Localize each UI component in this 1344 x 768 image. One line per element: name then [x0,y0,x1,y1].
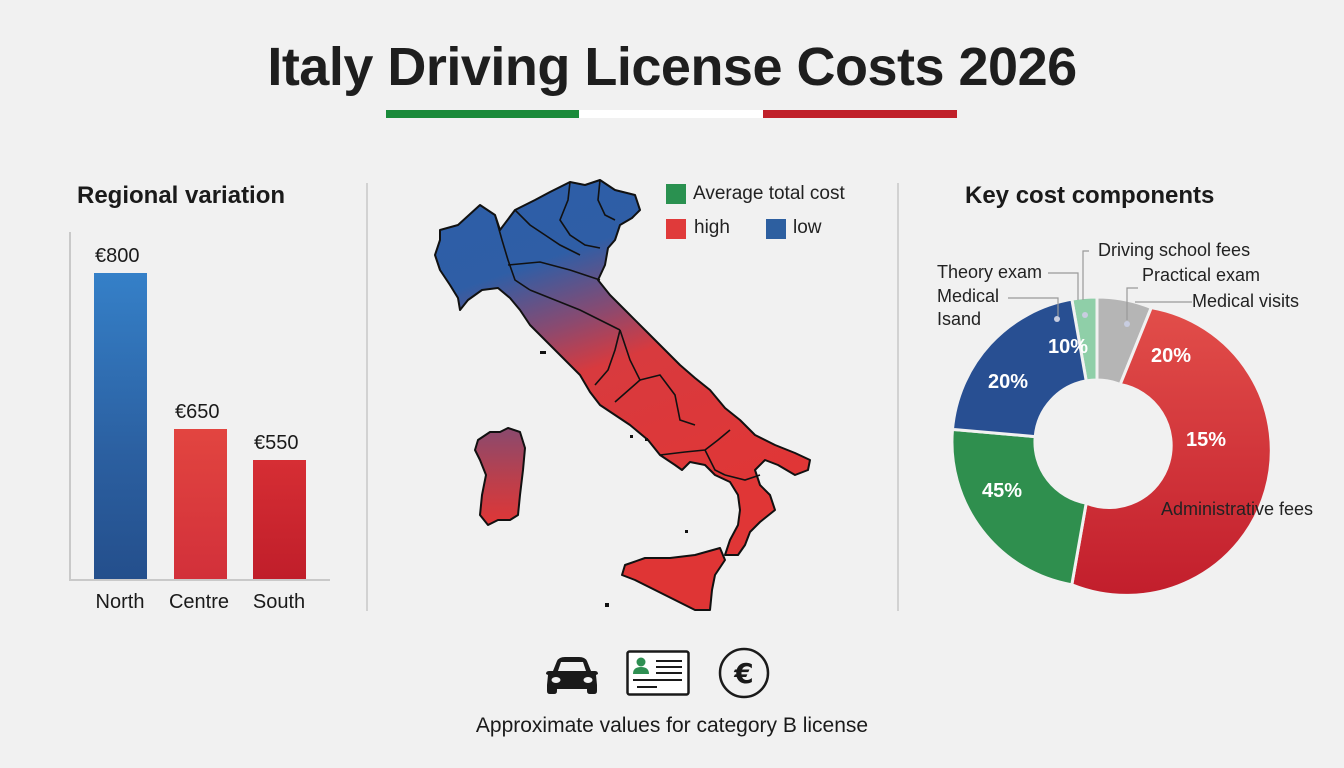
legend-label-low: low [793,217,822,239]
sardinia [475,428,525,525]
bar-chart-x-axis [69,579,330,581]
sicily [622,548,725,610]
bar-label-centre: Centre [154,591,244,614]
label-practical-exam: Practical exam [1142,265,1260,286]
bar-label-south: South [234,591,324,614]
pct-blue-top: 10% [1048,336,1088,358]
pct-red-mid: 15% [1186,429,1226,451]
label-medical: Medical [937,286,999,307]
legend-label-average: Average total cost [693,183,845,205]
bar-label-north: North [75,591,165,614]
label-theory-exam: Theory exam [937,262,1042,283]
legend-swatch-average [666,184,686,204]
regional-title: Regional variation [77,182,285,210]
bar-chart-y-axis [69,232,71,580]
bar-value-centre: €650 [175,401,220,424]
label-medical-isand: Isand [937,309,981,330]
legend-label-high: high [694,217,730,239]
pct-green: 45% [982,480,1022,502]
car-icon [545,655,599,697]
label-administrative-fees: Administrative fees [1161,499,1313,520]
license-card-icon [626,650,690,696]
bar-centre[interactable] [174,429,227,579]
bar-south[interactable] [253,460,306,579]
divider-left [366,183,368,611]
label-medical-visits: Medical visits [1192,291,1299,312]
flag-stripe-white [579,110,763,118]
bar-value-north: €800 [95,245,140,268]
page-title: Italy Driving License Costs 2026 [0,36,1344,98]
flag-stripe-red [763,110,957,118]
footer-note: Approximate values for category B licens… [0,714,1344,738]
flag-stripe-green [386,110,579,118]
bar-value-south: €550 [254,432,299,455]
slice-green [952,429,1086,584]
pct-blue: 20% [988,371,1028,393]
bar-north[interactable] [94,273,147,579]
divider-right [897,183,899,611]
components-title: Key cost components [965,182,1214,210]
label-driving-school-fees: Driving school fees [1098,240,1250,261]
legend-swatch-low [766,219,786,239]
pct-red-top: 20% [1151,345,1191,367]
legend-swatch-high [666,219,686,239]
euro-icon: € [718,647,770,699]
svg-text:€: € [733,657,753,690]
